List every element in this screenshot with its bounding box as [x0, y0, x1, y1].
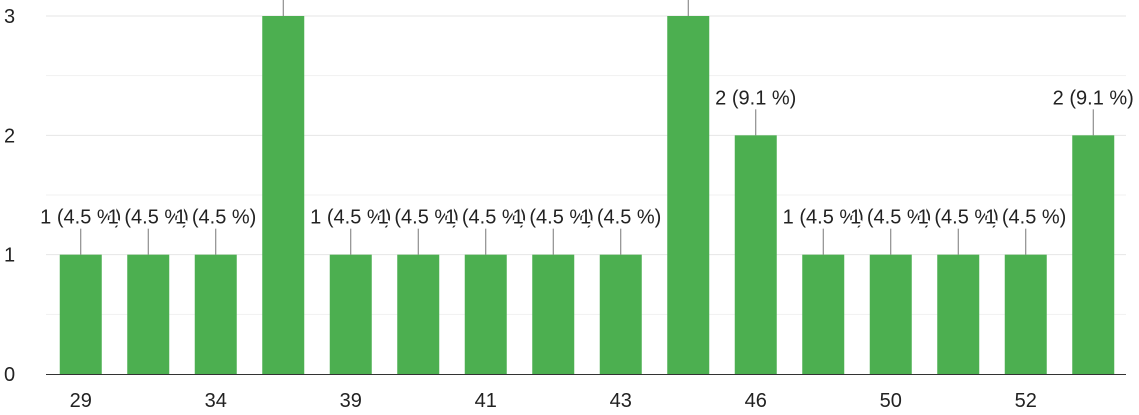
bar [127, 254, 170, 374]
y-tick-label: 2 [4, 125, 15, 147]
bar [667, 16, 710, 374]
bar [532, 254, 575, 374]
data-label: 1 (4.5 %) [175, 207, 256, 229]
bar [397, 254, 440, 374]
bar [802, 254, 845, 374]
data-label: 1 (4.5 %) [580, 207, 661, 229]
bars [59, 16, 1115, 374]
x-tick-label: 29 [70, 390, 92, 412]
bar [869, 254, 912, 374]
data-label: 1 (4.5 %) [513, 207, 594, 229]
bar [464, 254, 507, 374]
data-label: 1 (4.5 %) [850, 207, 931, 229]
x-tick-label: 52 [1015, 390, 1037, 412]
bar [59, 254, 102, 374]
x-tick-label: 46 [745, 390, 767, 412]
bar [1004, 254, 1047, 374]
data-label: 1 (4.5 %) [310, 207, 391, 229]
bar [1072, 135, 1115, 374]
axes: 0 1 2 3 29 34 39 41 43 46 50 52 [4, 6, 1126, 412]
y-tick-label: 0 [4, 364, 15, 386]
data-label: 2 (9.1 %) [1053, 87, 1134, 109]
data-label: 2 (9.1 %) [715, 87, 796, 109]
data-label: 1 (4.5 %) [918, 207, 999, 229]
data-label: 1 (4.5 %) [40, 207, 121, 229]
data-label: 1 (4.5 %) [985, 207, 1066, 229]
bar [329, 254, 372, 374]
x-tick-label: 39 [340, 390, 362, 412]
x-tick-label: 41 [475, 390, 497, 412]
bar [937, 254, 980, 374]
bar [734, 135, 777, 374]
bar [194, 254, 237, 374]
y-tick-label: 3 [4, 6, 15, 28]
y-tick-label: 1 [4, 245, 15, 267]
data-label: 1 (4.5 %) [108, 207, 189, 229]
x-tick-label: 34 [205, 390, 227, 412]
bar [599, 254, 642, 374]
data-label: 1 (4.5 %) [445, 207, 526, 229]
bar [262, 16, 305, 374]
x-tick-label: 43 [610, 390, 632, 412]
data-labels: 1 (4.5 %)1 (4.5 %)1 (4.5 %)3 (13.6 %)1 (… [38, 0, 1136, 255]
x-tick-label: 50 [880, 390, 902, 412]
data-label: 1 (4.5 %) [378, 207, 459, 229]
data-label: 1 (4.5 %) [783, 207, 864, 229]
